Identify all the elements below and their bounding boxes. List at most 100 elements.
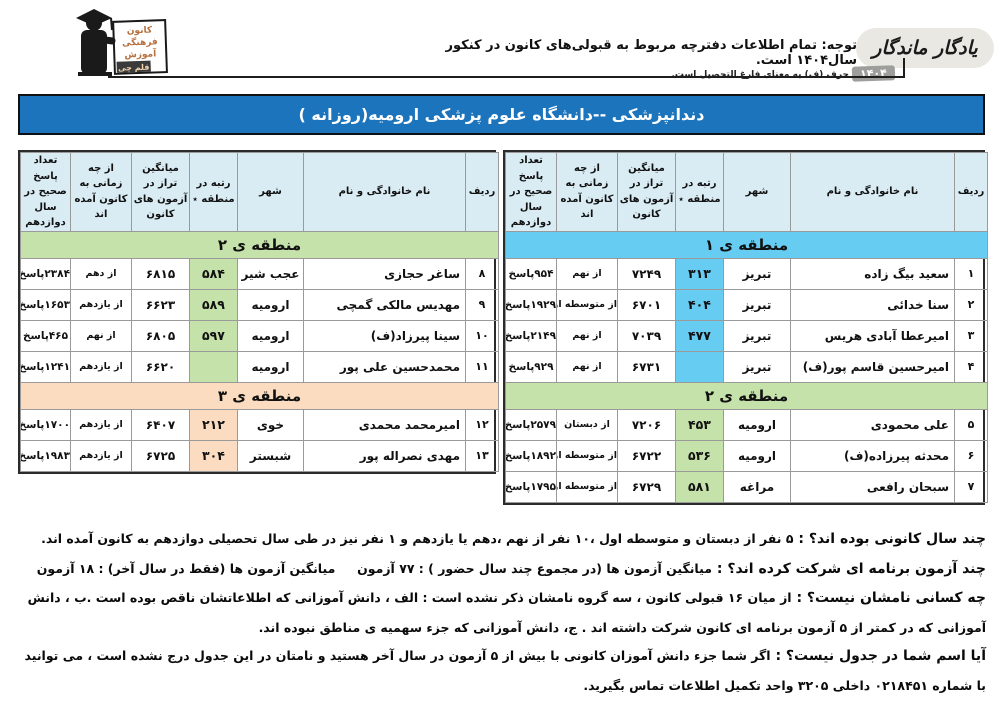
column-header: نام خانوادگی و نام	[790, 152, 955, 232]
brand-year-badge: ۱۴۰۴	[851, 65, 896, 82]
correct-answers-cell: ۲۵۷۹پاسخ	[505, 408, 557, 441]
results-table: ردیف نام خانوادگی و نام شهر رتبه در منطقه ٭…	[20, 152, 499, 472]
region-banner-row: منطقه ی ۳	[20, 381, 499, 410]
city-cell: مراغه	[723, 470, 791, 503]
column-header: از چه زمانی به کانون آمده اند	[556, 152, 618, 232]
footer-note-body: ۵ نفر از دبستان و متوسطه اول ،۱۰ نفر از …	[41, 531, 794, 546]
correct-answers-cell: ۱۷۰۰پاسخ	[20, 408, 71, 441]
correct-answers-cell: ۹۵۴پاسخ	[505, 257, 557, 290]
name-cell: مهدیس مالکی گمچی	[303, 288, 466, 321]
row-number-cell: ۴	[954, 350, 988, 383]
footer-note-body: از میان ۱۶ قبولی کانون ، سه گروه نامشان …	[23, 590, 986, 635]
city-cell: تبریز	[723, 257, 791, 290]
footer-note-lead: چند سال کانونی بوده اند؟ :	[793, 531, 986, 547]
name-cell: امیرمحمد محمدی	[303, 408, 466, 441]
name-cell: سعید بیگ زاده	[790, 257, 955, 290]
since-cell: از یازدهم	[70, 288, 132, 321]
row-number-cell: ۲	[954, 288, 988, 321]
name-cell: سبحان رافعی	[790, 470, 955, 503]
row-number-cell: ۸	[465, 257, 499, 290]
footer-notes: چند سال کانونی بوده اند؟ : ۵ نفر از دبست…	[14, 524, 986, 699]
city-cell: ارومیه	[723, 408, 791, 441]
name-cell: امیرعطا آبادی هریس	[790, 319, 955, 352]
region-rank-cell	[189, 350, 238, 383]
footer-note-lead: چند آزمون برنامه ای شرکت کرده اند؟ :	[711, 560, 986, 577]
column-header: تعداد پاسخ صحیح در سال دوازدهم	[505, 152, 557, 232]
row-number-cell: ۷	[954, 470, 988, 503]
city-cell: شبستر	[237, 439, 304, 472]
footer-note: چند سال کانونی بوده اند؟ : ۵ نفر از دبست…	[14, 524, 986, 554]
name-cell: محدثه پیرزاده(ف)	[790, 439, 955, 472]
notice-sub-text: ٭ حرف (ف) به معنای فارغ التحصیل است.	[671, 70, 857, 80]
program-title-bar: دندانپزشکی --دانشگاه علوم پزشکی ارومیه(ر…	[18, 94, 985, 135]
avg-score-cell: ۶۸۰۵	[131, 319, 190, 352]
column-header: از چه زمانی به کانون آمده اند	[70, 152, 132, 232]
avg-score-cell: ۶۷۳۱	[617, 350, 676, 383]
region-rank-cell: ۵۸۱	[675, 470, 724, 503]
logo-line-1: کانون	[127, 26, 153, 37]
since-cell: از یازدهم	[70, 439, 132, 472]
city-cell: عجب شیر	[237, 257, 304, 290]
row-number-cell: ۱	[954, 257, 988, 290]
header-divider	[108, 76, 905, 78]
column-header: شهر	[723, 152, 791, 232]
table-row: ۱ سعید بیگ زاده تبریز ۳۱۳ ۷۲۴۹ از نهم ۹۵۴پاسخ	[505, 257, 988, 290]
region-banner: منطقه ی ۲	[505, 381, 988, 410]
city-cell: تبریز	[723, 288, 791, 321]
table-row: ۴ امیرحسین قاسم پور(ف) تبریز ۶۷۳۱ از نهم ۹۲۹پ…	[505, 350, 988, 383]
page-title: دندانپزشکی --دانشگاه علوم پزشکی ارومیه(ر…	[298, 105, 705, 124]
row-number-cell: ۱۲	[465, 408, 499, 441]
table-header-row: ردیف نام خانوادگی و نام شهر رتبه در منطقه ٭…	[20, 152, 499, 232]
since-cell: از یازدهم	[70, 408, 132, 441]
footer-note: چند آزمون برنامه ای شرکت کرده اند؟ : میا…	[14, 554, 986, 584]
kanoon-logo: کانون فرهنگی آموزش قلم چی	[64, 4, 172, 78]
logo-line-4: قلم چی	[118, 63, 150, 73]
region-rank-cell: ۳۱۳	[675, 257, 724, 290]
name-cell: سنا خدائی	[790, 288, 955, 321]
correct-answers-cell: ۲۳۸۴پاسخ	[20, 257, 71, 290]
region-rank-cell: ۴۷۷	[675, 319, 724, 352]
avg-score-cell: ۶۷۲۹	[617, 470, 676, 503]
correct-answers-cell: ۲۱۴۹پاسخ	[505, 319, 557, 352]
table-row: ۶ محدثه پیرزاده(ف) ارومیه ۵۳۶ ۶۷۲۲ از متوسطه …	[505, 439, 988, 472]
name-cell: محمدحسین علی پور	[303, 350, 466, 383]
region-banner-row: منطقه ی ۲	[505, 381, 988, 410]
column-header: رتبه در منطقه ٭	[189, 152, 238, 232]
avg-score-cell: ۶۸۱۵	[131, 257, 190, 290]
header-divider-tick	[903, 58, 905, 78]
column-header: تعداد پاسخ صحیح در سال دوازدهم	[20, 152, 71, 232]
region-rank-cell: ۵۹۷	[189, 319, 238, 352]
correct-answers-cell: ۱۷۹۵پاسخ	[505, 470, 557, 503]
results-table-right: ردیف نام خانوادگی و نام شهر رتبه در منطقه ٭…	[503, 150, 988, 505]
name-cell: سینا پیرزاد(ف)	[303, 319, 466, 352]
footer-note-lead: چه کسانی نامشان نیست؟ :	[791, 590, 986, 606]
row-number-cell: ۳	[954, 319, 988, 352]
row-number-cell: ۵	[954, 408, 988, 441]
since-cell: از دهم	[70, 257, 132, 290]
name-cell: امیرحسین قاسم پور(ف)	[790, 350, 955, 383]
city-cell: ارومیه	[723, 439, 791, 472]
column-header: ردیف	[954, 152, 988, 232]
brand-title: یادگار ماندگار	[872, 37, 978, 59]
column-header: رتبه در منطقه ٭	[675, 152, 724, 232]
city-cell: ارومیه	[237, 319, 304, 352]
since-cell: از نهم	[70, 319, 132, 352]
name-cell: علی محمودی	[790, 408, 955, 441]
since-cell: از نهم	[556, 257, 618, 290]
footer-note: آیا اسم شما در جدول نیست؟ : اگر شما جزء …	[14, 641, 986, 699]
since-cell: از متوسطه اول	[556, 470, 618, 503]
row-number-cell: ۱۳	[465, 439, 499, 472]
region-rank-cell: ۳۰۴	[189, 439, 238, 472]
correct-answers-cell: ۱۸۹۲پاسخ	[505, 439, 557, 472]
row-number-cell: ۱۰	[465, 319, 499, 352]
column-header: میانگین تراز در آزمون های کانون	[617, 152, 676, 232]
table-header-row: ردیف نام خانوادگی و نام شهر رتبه در منطقه ٭…	[505, 152, 988, 232]
footer-note-lead: آیا اسم شما در جدول نیست؟ :	[770, 648, 986, 664]
region-rank-cell: ۵۸۴	[189, 257, 238, 290]
since-cell: از متوسطه اول	[556, 439, 618, 472]
region-banner: منطقه ی ۱	[505, 230, 988, 259]
table-row: ۹ مهدیس مالکی گمچی ارومیه ۵۸۹ ۶۶۲۳ از یازدهم ۱…	[20, 288, 499, 321]
